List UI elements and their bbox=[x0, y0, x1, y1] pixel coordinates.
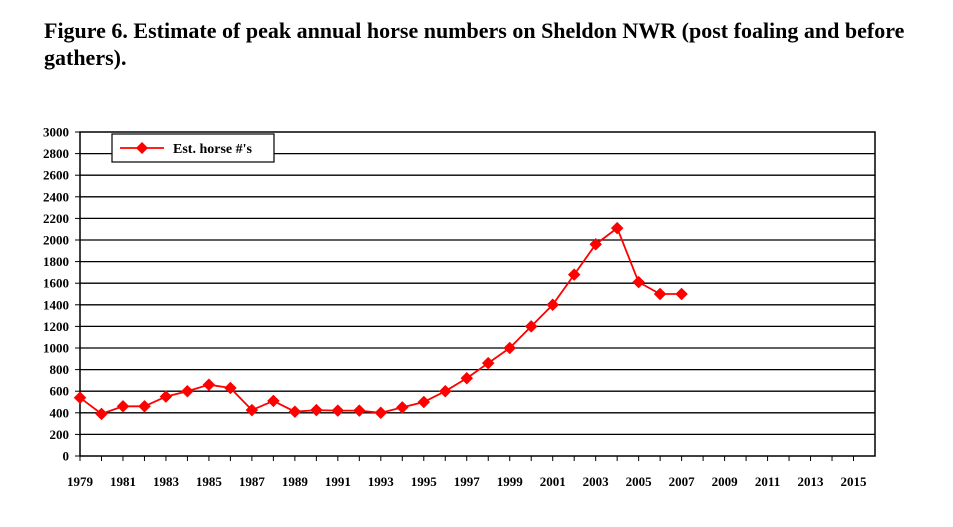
y-tick-label: 1600 bbox=[43, 276, 69, 291]
x-tick-label: 1997 bbox=[454, 474, 481, 489]
data-point bbox=[546, 298, 560, 312]
x-tick-label: 2015 bbox=[841, 474, 868, 489]
data-point bbox=[202, 378, 216, 392]
x-tick-label: 2011 bbox=[755, 474, 780, 489]
y-tick-label: 2000 bbox=[43, 233, 69, 248]
y-tick-label: 400 bbox=[50, 405, 70, 420]
legend-marker bbox=[136, 142, 148, 154]
x-tick-label: 2007 bbox=[669, 474, 696, 489]
y-tick-label: 2600 bbox=[43, 168, 69, 183]
y-tick-label: 200 bbox=[50, 427, 70, 442]
data-point bbox=[267, 394, 280, 408]
series-line bbox=[79, 226, 682, 415]
data-point bbox=[610, 221, 624, 235]
data-point bbox=[567, 268, 581, 281]
y-tick-label: 1800 bbox=[43, 254, 69, 269]
data-point bbox=[632, 275, 645, 289]
y-tick-label: 2800 bbox=[43, 146, 69, 161]
data-point bbox=[481, 356, 495, 370]
y-tick-label: 1000 bbox=[43, 341, 69, 356]
y-tick-label: 2400 bbox=[43, 189, 69, 204]
data-point bbox=[460, 371, 474, 385]
x-tick-label: 1979 bbox=[67, 474, 94, 489]
y-tick-label: 3000 bbox=[43, 125, 69, 140]
data-point bbox=[116, 399, 130, 413]
data-point bbox=[181, 384, 194, 398]
x-tick-label: 1995 bbox=[411, 474, 438, 489]
x-tick-label: 1983 bbox=[153, 474, 180, 489]
legend-label: Est. horse #'s bbox=[173, 142, 253, 157]
y-tick-label: 1400 bbox=[43, 297, 69, 312]
data-point bbox=[245, 403, 259, 417]
x-tick-label: 2005 bbox=[626, 474, 653, 489]
x-tick-label: 1991 bbox=[325, 474, 351, 489]
y-tick-label: 0 bbox=[63, 449, 70, 464]
y-tick-label: 600 bbox=[50, 384, 70, 399]
data-point bbox=[73, 391, 87, 405]
x-tick-label: 1985 bbox=[196, 474, 223, 489]
x-tick-label: 2013 bbox=[798, 474, 825, 489]
legend: Est. horse #'s bbox=[111, 133, 275, 163]
y-tick-label: 800 bbox=[50, 362, 70, 377]
data-point bbox=[417, 395, 431, 409]
x-tick-label: 1987 bbox=[239, 474, 266, 489]
series-layer bbox=[73, 221, 688, 421]
y-tick-label: 1200 bbox=[43, 319, 69, 334]
data-point bbox=[589, 237, 603, 251]
grid-lines bbox=[80, 152, 875, 436]
data-point bbox=[138, 399, 151, 413]
data-point bbox=[503, 341, 517, 355]
x-tick-label: 1999 bbox=[497, 474, 524, 489]
x-tick-label: 1981 bbox=[110, 474, 136, 489]
data-point bbox=[374, 406, 388, 420]
data-point bbox=[331, 404, 345, 417]
figure-title: Figure 6. Estimate of peak annual horse … bbox=[44, 18, 905, 70]
data-point bbox=[288, 405, 302, 419]
x-tick-label: 1989 bbox=[282, 474, 309, 489]
data-point bbox=[395, 401, 409, 414]
data-point bbox=[310, 403, 323, 417]
x-tick-label: 2003 bbox=[583, 474, 610, 489]
data-point bbox=[95, 407, 108, 421]
data-point bbox=[524, 320, 538, 333]
x-tick-label: 2001 bbox=[540, 474, 566, 489]
data-point bbox=[675, 287, 688, 301]
data-point bbox=[352, 404, 366, 417]
data-point bbox=[224, 381, 237, 395]
plot-area bbox=[79, 131, 876, 457]
x-axis-tick-labels: 1979 1981 1983 1985 1987 1989 1991 1993 1995 1997… bbox=[67, 456, 867, 489]
data-point bbox=[159, 390, 173, 403]
y-axis-tick-labels: 0 200 400 600 800 1000 1200 1400 1600 1800 2000 220… bbox=[43, 125, 80, 464]
data-point bbox=[438, 384, 452, 398]
y-tick-label: 2200 bbox=[43, 211, 69, 226]
x-tick-label: 2009 bbox=[712, 474, 739, 489]
data-point bbox=[653, 287, 667, 301]
x-tick-label: 1993 bbox=[368, 474, 395, 489]
